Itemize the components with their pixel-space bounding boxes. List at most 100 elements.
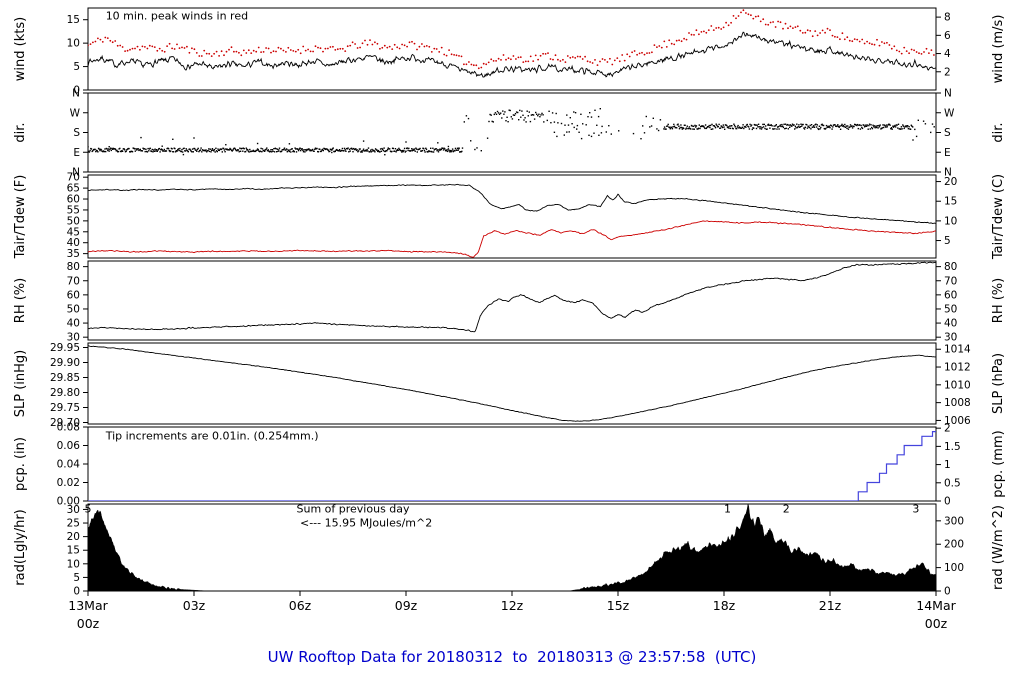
10-min-peak-wind-dot [562,58,564,61]
y-tick-label-right: S [944,127,951,139]
wind-direction-dot [261,148,264,150]
wind-direction-dot [405,141,407,143]
y-tick-label-right: 0 [944,586,951,598]
wind-direction-dot [138,149,141,151]
wind-direction-dot [257,149,259,151]
wind-direction-dot [263,149,265,152]
10-min-peak-wind-dot [594,59,596,61]
wind-direction-dot [318,148,320,150]
wind-direction-dot [196,150,198,152]
wind-direction-dot [109,147,112,149]
wind-direction-dot [439,149,442,151]
y-tick-label-left: N [72,167,80,179]
wind-direction-dot [391,150,393,153]
10-min-peak-wind-dot [913,49,915,52]
wind-direction-dot [775,124,777,126]
10-min-peak-wind-dot [490,58,493,61]
10-min-peak-wind-dot [910,48,913,51]
wind-direction-dot [757,123,760,125]
10-min-peak-wind-dot [841,32,844,35]
wind-direction-dot [573,126,575,129]
wind-direction-dot [102,150,105,152]
wind-direction-dot [451,148,454,150]
wind-direction-dot [714,127,717,129]
panel-slp: 29.70 29.75 29.80 29.85 29.90 29.95 1006 1008 10… [13,342,1006,429]
wind-direction-dot [261,151,263,153]
wind-direction-dot [241,147,243,150]
wind-direction-dot [810,128,812,130]
wind-direction-dot [331,149,333,151]
10-min-peak-wind-dot [161,49,164,52]
10-min-peak-wind-dot [846,36,849,39]
axis-label-left: rad(Lgly/hr) [13,509,28,585]
10-min-peak-wind-dot [537,58,539,61]
wind-direction-dot [199,149,202,151]
y-tick-label-right: 0.5 [944,477,961,489]
wind-direction-dot [536,113,538,115]
wind-direction-dot [354,148,356,151]
wind-direction-dot [346,148,348,150]
wind-direction-dot [535,111,537,114]
wind-direction-dot [187,151,189,153]
wind-direction-dot [868,124,870,127]
wind-direction-dot [293,151,295,153]
wind-direction-dot [686,125,688,127]
wind-direction-dot [680,126,683,129]
10-min-peak-wind-dot [732,15,735,17]
wind-direction-dot [530,114,533,116]
10-min-peak-wind-dot [435,48,438,50]
10-min-peak-wind-dot [670,42,673,45]
wind-direction-dot [394,150,396,152]
wind-direction-dot [131,151,134,153]
wind-direction-dot [304,151,306,153]
10-min-peak-wind-dot [223,54,225,57]
wind-direction-dot [185,148,187,150]
wind-direction-dot [869,128,871,130]
y-tick-label-left: W [70,107,81,119]
y-tick-label-left: 29.80 [50,387,80,399]
wind-direction-dot [214,151,216,153]
x-tick-label: 03z [183,598,206,613]
10-min-peak-wind-dot [529,55,532,58]
wind-direction-dot [329,150,331,152]
wind-direction-dot [587,116,589,118]
10-min-peak-wind-dot [369,39,371,41]
wind-direction-dot [665,128,667,130]
wind-direction-dot [791,125,793,127]
wind-direction-dot [755,127,758,130]
wind-direction-dot [861,126,863,129]
wind-direction-dot [676,127,678,129]
wind-direction-dot [567,124,570,126]
10-min-peak-wind-dot [349,44,352,47]
wind-direction-dot [155,149,158,151]
wind-direction-dot [527,115,529,117]
10-min-peak-wind-dot [814,30,817,32]
10-min-peak-wind-dot [272,50,275,53]
wind-direction-dot [873,125,876,127]
y-tick-label-left: 0.06 [57,440,81,452]
10-min-peak-wind-dot [260,51,262,53]
10-min-peak-wind-dot [371,43,374,46]
wind-direction-dot [578,131,580,133]
wind-direction-dot [449,151,451,153]
wind-direction-dot [871,126,873,129]
wind-direction-dot [890,128,892,130]
wind-direction-dot [506,116,508,118]
10-min-peak-wind-dot [762,18,765,21]
wind-direction-dot [343,150,345,152]
10-min-peak-wind-dot [247,49,250,52]
wind-direction-dot [205,149,207,151]
10-min-peak-wind-dot [915,51,918,53]
wind-direction-dot [271,149,274,151]
wind-direction-dot [704,124,707,126]
wind-direction-dot [335,149,337,151]
wind-direction-dot [440,148,442,150]
wind-direction-dot [403,147,406,150]
wind-direction-dot [252,149,255,152]
10-min-peak-wind-dot [176,43,178,46]
wind-direction-dot [355,148,357,150]
10-min-peak-wind-dot [918,52,920,55]
10-min-peak-wind-dot [208,52,211,55]
wind-direction-dot [897,127,899,129]
10-min-peak-wind-dot [163,50,166,53]
